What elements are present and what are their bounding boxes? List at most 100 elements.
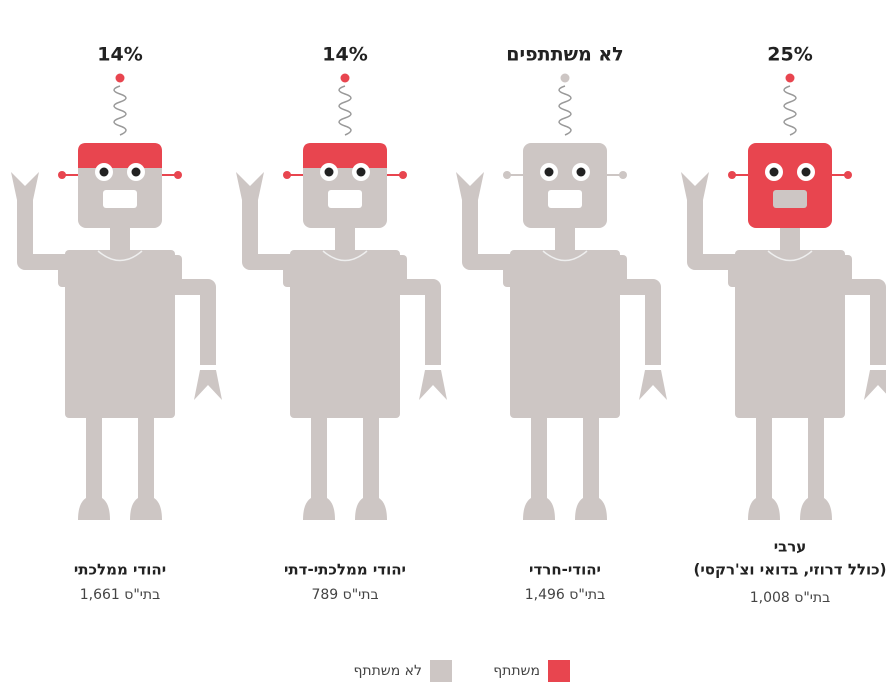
foot [303,496,335,520]
foot [78,496,110,520]
wrench [864,370,886,400]
robot-schools: 1,008 בתי"ס [750,590,830,606]
mouth [773,190,807,208]
ear-dot [174,171,182,179]
arm [615,279,661,365]
collar [542,250,588,262]
wrench [681,172,709,200]
wrench [194,370,222,400]
wrench [419,370,447,400]
leg [311,410,327,500]
shoulders [283,255,407,287]
pupil [131,167,141,177]
leg [756,410,772,500]
ear-dot [283,171,291,179]
body [510,250,620,418]
antenna-ball [340,73,350,83]
legend-label: משתתף [493,663,540,679]
antenna [558,85,572,136]
robot-schools: 1,661 בתי"ס [80,587,160,603]
head [748,143,832,228]
ear-dot [619,171,627,179]
robot-name: יהודי ממלכתי [74,561,166,579]
mouth [548,190,582,208]
leg [138,410,154,500]
pupil [99,167,109,177]
wrench [236,172,264,200]
body [290,250,400,418]
head-cap [303,143,387,168]
legend-swatch [548,660,570,682]
foot [523,496,555,520]
arm [840,279,886,365]
robot-schools: 1,496 בתי"ס [525,587,605,603]
pupil [356,167,366,177]
robot-schools: 789 בתי"ס [311,587,378,603]
neck [335,226,355,252]
legend-label: לא משתתף [353,663,422,679]
arm [242,195,295,270]
arm [17,195,70,270]
antenna [783,85,797,136]
collar [322,250,368,262]
shoulders [728,255,852,287]
robot-top-label: לא משתתפים [506,44,623,66]
foot [130,496,162,520]
legend-swatch [430,660,452,682]
head [523,143,607,228]
arm [170,279,216,365]
neck [780,226,800,252]
leg [583,410,599,500]
foot [748,496,780,520]
robot-name: יהודי-חרדי [529,561,601,579]
shoulders [58,255,182,287]
antenna-ball [560,73,570,83]
foot [355,496,387,520]
leg [531,410,547,500]
antenna-ball [115,73,125,83]
foot [800,496,832,520]
antenna-ball [785,73,795,83]
antenna [338,85,352,136]
leg [86,410,102,500]
wrench [639,370,667,400]
robot-name: ערבי [774,538,807,556]
wrench [11,172,39,200]
antenna [113,85,127,136]
pupil [769,167,779,177]
foot [575,496,607,520]
collar [97,250,143,262]
shoulders [503,255,627,287]
mouth [103,190,137,208]
collar [767,250,813,262]
pupil [576,167,586,177]
ear-dot [728,171,736,179]
robot [236,73,447,520]
robot-name: יהודי ממלכתי-דתי [284,561,406,579]
neck [110,226,130,252]
body [65,250,175,418]
robot-top-label: 14% [97,44,142,66]
robot-name: (כולל דרוזי, בדואי וצ'רקסי) [694,561,886,579]
robot-top-label: 25% [767,44,812,66]
arm [687,195,740,270]
ear-dot [58,171,66,179]
arm [395,279,441,365]
mouth [328,190,362,208]
leg [363,410,379,500]
robot [456,73,667,520]
ear-dot [844,171,852,179]
robot-top-label: 14% [322,44,367,66]
robot [681,73,886,520]
leg [808,410,824,500]
robot [11,73,222,520]
body [735,250,845,418]
arm [462,195,515,270]
pupil [801,167,811,177]
pupil [544,167,554,177]
ear-dot [503,171,511,179]
head-cap [78,143,162,168]
neck [555,226,575,252]
pupil [324,167,334,177]
